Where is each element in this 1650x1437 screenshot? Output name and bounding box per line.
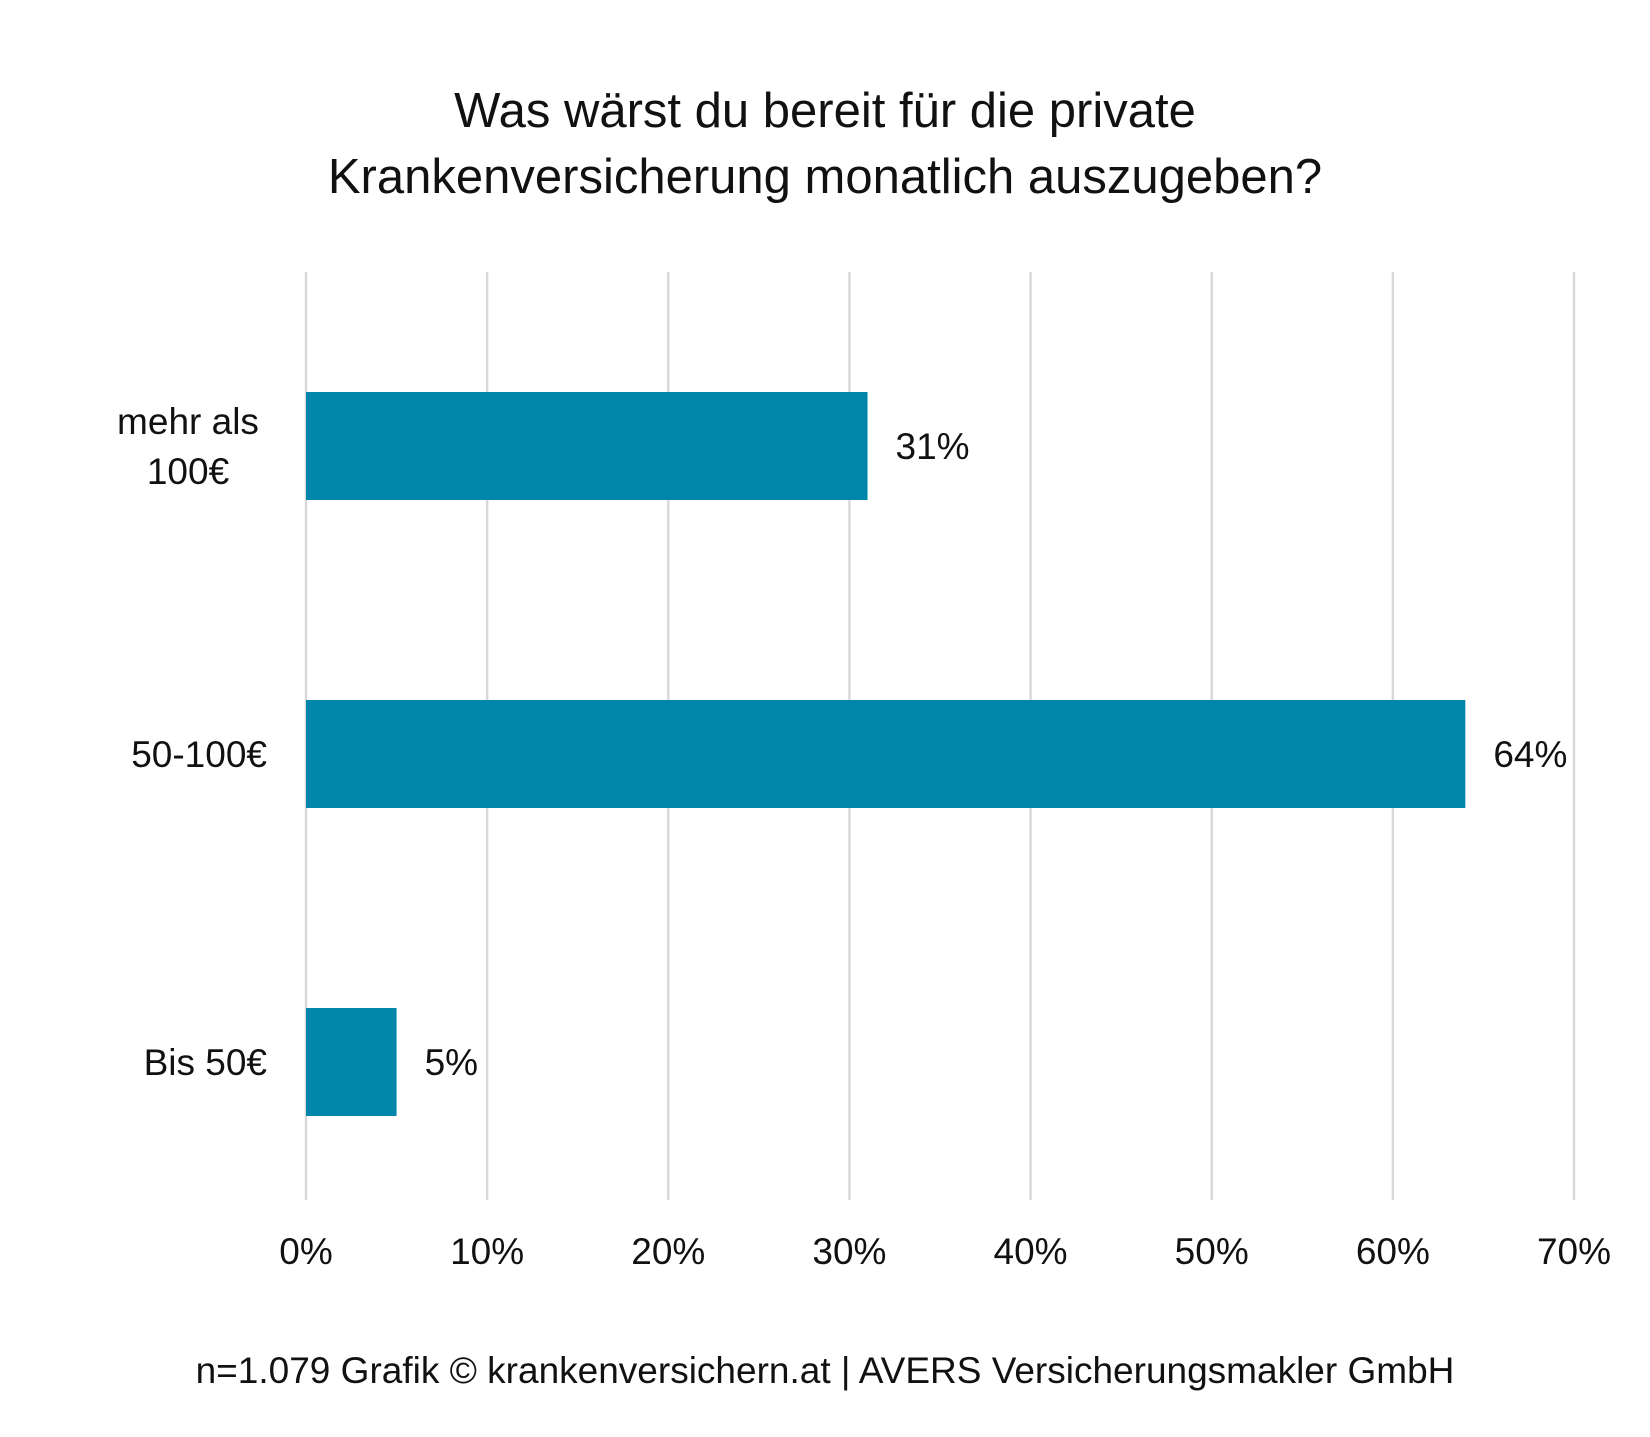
chart-title-line-2: Krankenversicherung monatlich auszugeben… (327, 150, 1323, 204)
category-label-line: Bis 50€ (144, 1042, 268, 1083)
x-tick-label: 70% (1537, 1231, 1611, 1272)
x-tick-label: 0% (279, 1231, 332, 1272)
category-labels: mehr als 100€ 50-100€ Bis 50€ (117, 401, 267, 1083)
category-label: Bis 50€ (144, 1042, 268, 1083)
x-tick-label: 30% (812, 1231, 886, 1272)
category-label-line: 50-100€ (131, 734, 267, 775)
x-tick-label: 60% (1356, 1231, 1430, 1272)
x-tick-label: 50% (1175, 1231, 1249, 1272)
bars (306, 392, 1466, 1116)
chart-title-line-1: Was wärst du bereit für die private (454, 84, 1196, 138)
data-label: 31% (896, 426, 970, 467)
data-label: 5% (425, 1042, 478, 1083)
source-footer: n=1.079 Grafik © krankenversichern.at | … (195, 1350, 1455, 1391)
category-label-line: mehr als (117, 401, 259, 442)
data-label: 64% (1493, 734, 1567, 775)
data-labels: 31% 64% 5% (425, 426, 1568, 1083)
bar (306, 1008, 397, 1116)
category-label-line: 100€ (147, 451, 230, 492)
x-tick-label: 20% (631, 1231, 705, 1272)
category-label: mehr als 100€ (117, 401, 259, 492)
chart-title: Was wärst du bereit für die private Kran… (0, 78, 1650, 210)
x-tick-label: 10% (450, 1231, 524, 1272)
x-tick-label: 40% (994, 1231, 1068, 1272)
bar (306, 700, 1466, 808)
x-tick-labels: 0% 10% 20% 30% 40% 50% 60% 70% (279, 1231, 1611, 1272)
bar (306, 392, 868, 500)
category-label: 50-100€ (131, 734, 267, 775)
